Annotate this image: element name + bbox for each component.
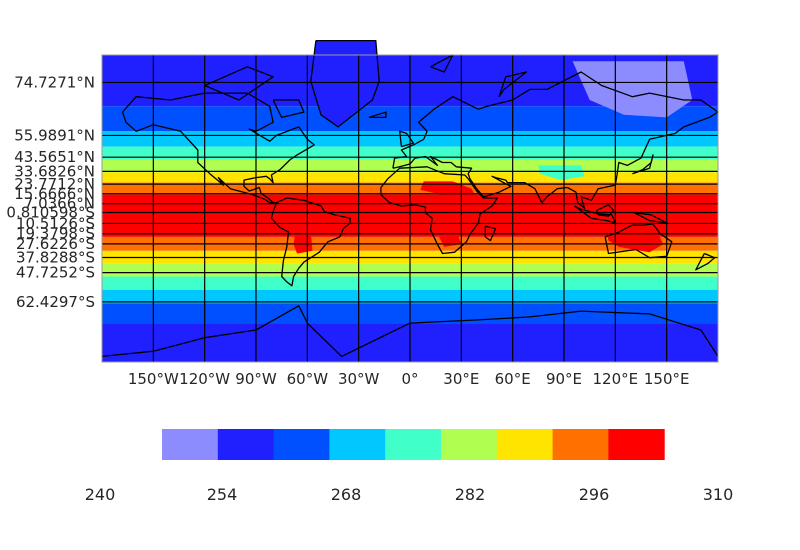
anomaly-tibet (538, 165, 585, 181)
latitude-labels: 74.7271°N 55.9891°N 43.5651°N33.6826°N23.7… (6, 73, 95, 310)
longitude-label: 30°W (338, 370, 380, 388)
map-frame (101, 54, 719, 363)
colorbar-tick-label: 240 (85, 485, 116, 504)
colorbar-swatch (162, 429, 219, 460)
latitude-label: 27.6226°S (16, 235, 95, 253)
latitude-label: 37.8288°S (16, 248, 95, 266)
colorbar-swatch (608, 429, 665, 460)
coastline-iceland (368, 111, 387, 119)
graticule (102, 55, 718, 362)
colorbar-tick-label: 296 (579, 485, 610, 504)
longitude-label: 60°E (495, 370, 531, 388)
colorbar-tick-label: 254 (207, 485, 238, 504)
latitude-label: 10.5126°S (16, 214, 95, 232)
coastline-svalbard (430, 54, 454, 73)
latitude-label: 23.7712°N (14, 175, 95, 193)
longitude-label: 150°E (644, 370, 690, 388)
longitude-label: 0° (401, 370, 418, 388)
anomaly-greenland (310, 40, 380, 127)
coastline-indonesia (573, 205, 616, 224)
anomaly-sahara (420, 181, 479, 215)
latitude-label: 43.5651°N (14, 148, 95, 166)
colorbar-labels: 240 254 268 282 296 310 (85, 485, 734, 504)
latitude-label: 19.3798°S (16, 225, 95, 243)
latitude-label: 62.4297°S (16, 293, 95, 311)
anomaly-gran-chaco (293, 232, 313, 254)
latitude-label: 7.0366°N (24, 195, 95, 213)
anomaly-siberia-cold (572, 61, 693, 118)
colorbar-swatch (496, 429, 554, 460)
coastline-japan (632, 154, 654, 175)
colorbar-swatch (385, 429, 442, 460)
coastline-australia (604, 223, 673, 259)
longitude-label: 120°W (179, 370, 230, 388)
longitude-labels: 150°W 120°W 90°W 60°W 30°W 0° 30°E 60°E 90°E 120°… (128, 370, 690, 388)
latitude-label: 74.7271°N (14, 73, 95, 91)
colorbar-swatch (441, 429, 498, 460)
coastline-north-america (121, 92, 315, 204)
longitude-label: 90°W (235, 370, 277, 388)
longitude-label: 30°E (443, 370, 479, 388)
colorbar-swatch (273, 429, 330, 460)
coastline-arctic-islands (204, 66, 274, 101)
colorbar (162, 429, 665, 460)
coastline-novaya-zemlya (498, 71, 528, 98)
colorbar-tick-label: 282 (455, 485, 486, 504)
latitude-label: 47.7252°S (16, 264, 95, 282)
latitude-label: 33.6826°N (14, 162, 95, 180)
colorbar-tick-label: 310 (703, 485, 734, 504)
anomaly-australia-interior (606, 229, 664, 253)
longitude-label: 90°E (546, 370, 582, 388)
colorbar-swatch (329, 429, 386, 460)
colorbar-tick-label: 268 (331, 485, 362, 504)
colorbar-swatch (217, 429, 275, 460)
coastline-antarctica (101, 305, 719, 358)
coastline-new-zealand (695, 252, 716, 271)
coastline-baffin (272, 99, 305, 119)
latitude-label: 15.6666°N (14, 185, 95, 203)
coastline-greenland (310, 39, 380, 128)
coastline-borneo (595, 204, 615, 217)
latitude-label: 55.9891°N (14, 126, 95, 144)
latitude-label: 0.810598°S (6, 203, 95, 221)
colorbar-swatch (552, 429, 609, 460)
longitude-label: 150°W (128, 370, 179, 388)
longitude-label: 120°E (593, 370, 639, 388)
longitude-label: 60°W (287, 370, 329, 388)
